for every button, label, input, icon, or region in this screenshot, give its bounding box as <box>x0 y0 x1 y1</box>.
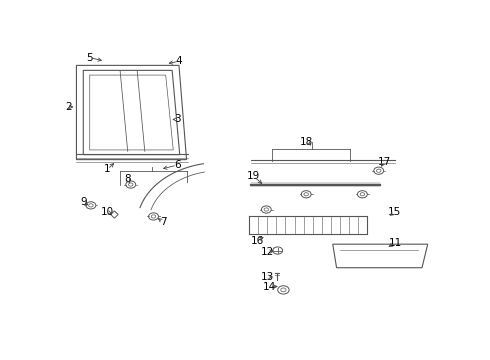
Text: 10: 10 <box>101 207 114 217</box>
Text: 18: 18 <box>299 136 313 147</box>
Text: 14: 14 <box>263 282 276 292</box>
Text: 4: 4 <box>175 56 182 66</box>
Text: 13: 13 <box>261 272 274 282</box>
Text: 12: 12 <box>261 247 274 257</box>
Text: 19: 19 <box>247 171 260 181</box>
Text: 17: 17 <box>377 157 391 167</box>
Text: 15: 15 <box>388 207 401 217</box>
Text: 11: 11 <box>389 238 402 248</box>
Text: 2: 2 <box>65 102 72 112</box>
Text: 1: 1 <box>104 164 111 174</box>
Text: 6: 6 <box>174 160 180 170</box>
Text: 16: 16 <box>250 235 264 246</box>
Text: 9: 9 <box>80 197 87 207</box>
Text: 7: 7 <box>160 217 166 227</box>
Text: 8: 8 <box>124 174 131 184</box>
Text: 3: 3 <box>174 114 180 125</box>
Text: 5: 5 <box>86 53 93 63</box>
